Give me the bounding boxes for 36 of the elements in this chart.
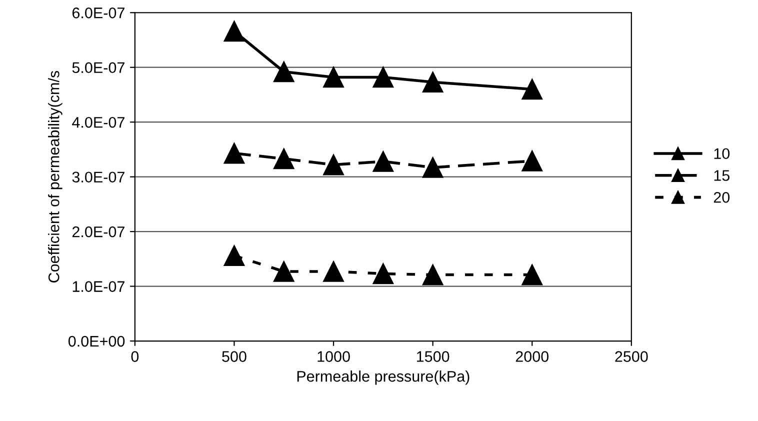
- point: [273, 61, 294, 82]
- y-tick-label: 4.0E-07: [72, 116, 124, 128]
- legend-label: 20: [714, 192, 730, 203]
- point: [522, 78, 543, 100]
- point: [224, 20, 245, 42]
- point: [224, 142, 245, 164]
- y-tick-label: 3.0E-07: [72, 172, 124, 183]
- legend-label: 15: [714, 170, 730, 181]
- x-tick-label: 0: [131, 351, 139, 362]
- point: [372, 151, 394, 172]
- legend-label: 10: [714, 148, 730, 160]
- x-tick-label: 500: [222, 351, 246, 362]
- x-tick-label: 2000: [516, 351, 549, 362]
- point: [372, 66, 394, 88]
- y-tick-label: 5.0E-07: [72, 62, 124, 74]
- point: [323, 66, 344, 88]
- point: [522, 150, 543, 172]
- x-tick-label: 1500: [416, 351, 450, 362]
- y-tick-label: 1.0E-07: [72, 281, 124, 292]
- point: [273, 261, 294, 282]
- point: [323, 261, 344, 282]
- point: [522, 264, 543, 286]
- x-tick-label: 1000: [318, 351, 350, 362]
- y-tick-label: 0.0E+00: [68, 336, 125, 347]
- y-axis-title: Coefficient of permeability(cm/s: [48, 70, 62, 282]
- point: [422, 264, 444, 286]
- point: [323, 154, 344, 176]
- y-tick-label: 6.0E-07: [72, 8, 124, 18]
- x-axis-title: Permeable pressure(kPa): [297, 370, 470, 385]
- point: [422, 72, 444, 93]
- x-tick-label: 2500: [615, 351, 648, 362]
- point: [224, 245, 245, 266]
- point: [422, 157, 444, 178]
- point: [273, 148, 294, 170]
- point: [372, 263, 394, 284]
- y-tick-label: 2.0E-07: [72, 226, 124, 238]
